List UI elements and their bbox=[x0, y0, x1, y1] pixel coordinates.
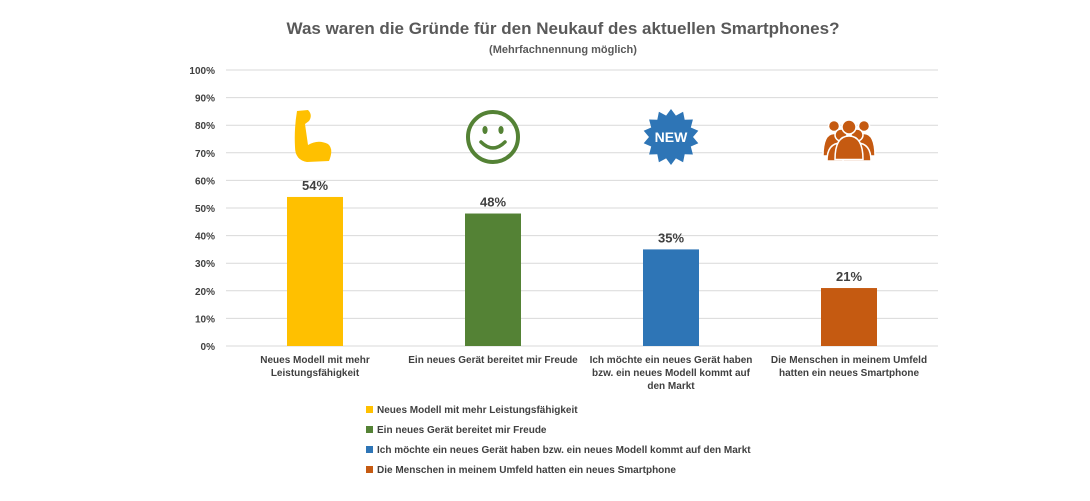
bar bbox=[465, 213, 521, 346]
category-label: bzw. ein neues Modell kommt auf bbox=[592, 368, 751, 379]
y-tick-label: 30% bbox=[195, 259, 215, 270]
data-labels: 54% 48% 35% 21% bbox=[302, 178, 862, 284]
data-label: 54% bbox=[302, 178, 328, 193]
category-label: Neues Modell mit mehr bbox=[260, 355, 370, 366]
legend: Neues Modell mit mehr Leistungsfähigkeit… bbox=[366, 405, 751, 476]
legend-label: Die Menschen in meinem Umfeld hatten ein… bbox=[377, 465, 676, 476]
flexed-biceps-icon bbox=[294, 110, 332, 162]
category-label: hatten ein neues Smartphone bbox=[779, 368, 919, 379]
chart-subtitle: (Mehrfachnennung möglich) bbox=[489, 44, 637, 56]
badge-text: NEW bbox=[655, 129, 688, 145]
y-tick-label: 70% bbox=[195, 149, 215, 160]
gridlines bbox=[226, 69, 938, 347]
smiley-eye bbox=[482, 126, 488, 134]
chart-title: Was waren die Gründe für den Neukauf des… bbox=[287, 19, 840, 38]
person-head bbox=[841, 119, 857, 135]
bars bbox=[287, 196, 877, 346]
data-label: 48% bbox=[480, 195, 506, 210]
y-axis-ticks: 0% 10% 20% 30% 40% 50% 60% 70% 80% 90% 100% bbox=[189, 66, 215, 353]
y-tick-label: 40% bbox=[195, 232, 215, 243]
legend-label: Neues Modell mit mehr Leistungsfähigkeit bbox=[377, 405, 578, 416]
legend-swatch bbox=[366, 466, 373, 473]
y-tick-label: 20% bbox=[195, 287, 215, 298]
biceps-shape bbox=[294, 110, 332, 162]
person-body bbox=[834, 135, 864, 161]
smiley-mouth bbox=[479, 140, 507, 150]
bar bbox=[287, 196, 343, 346]
smiley-face-icon bbox=[466, 110, 520, 164]
legend-label: Ich möchte ein neues Gerät haben bzw. ei… bbox=[377, 445, 751, 456]
smiley-ring bbox=[466, 110, 520, 164]
smiley-eye bbox=[498, 126, 504, 134]
category-icons: NEW bbox=[294, 109, 876, 165]
y-tick-label: 10% bbox=[195, 314, 215, 325]
category-label: Ein neues Gerät bereitet mir Freude bbox=[408, 355, 578, 366]
y-tick-label: 50% bbox=[195, 204, 215, 215]
group-of-people-icon bbox=[822, 119, 876, 162]
data-label: 21% bbox=[836, 269, 862, 284]
legend-swatch bbox=[366, 446, 373, 453]
x-axis-categories: Neues Modell mit mehr Leistungsfähigkeit E… bbox=[260, 355, 927, 392]
y-tick-label: 90% bbox=[195, 94, 215, 105]
person-head bbox=[827, 119, 841, 133]
category-label: Ich möchte ein neues Gerät haben bbox=[590, 355, 753, 366]
legend-label: Ein neues Gerät bereitet mir Freude bbox=[377, 425, 547, 436]
y-tick-label: 100% bbox=[189, 66, 215, 77]
category-label: den Markt bbox=[647, 381, 695, 392]
category-label: Die Menschen in meinem Umfeld bbox=[771, 355, 927, 366]
bar bbox=[643, 249, 699, 346]
new-badge-icon: NEW bbox=[643, 109, 699, 165]
y-tick-label: 80% bbox=[195, 121, 215, 132]
bar bbox=[821, 288, 877, 346]
badge-starburst bbox=[643, 109, 699, 165]
data-label: 35% bbox=[658, 230, 684, 245]
category-label: Leistungsfähigkeit bbox=[271, 368, 360, 379]
legend-swatch bbox=[366, 406, 373, 413]
y-tick-label: 60% bbox=[195, 176, 215, 187]
y-tick-label: 0% bbox=[201, 342, 216, 353]
person-head bbox=[857, 119, 871, 133]
legend-swatch bbox=[366, 426, 373, 433]
